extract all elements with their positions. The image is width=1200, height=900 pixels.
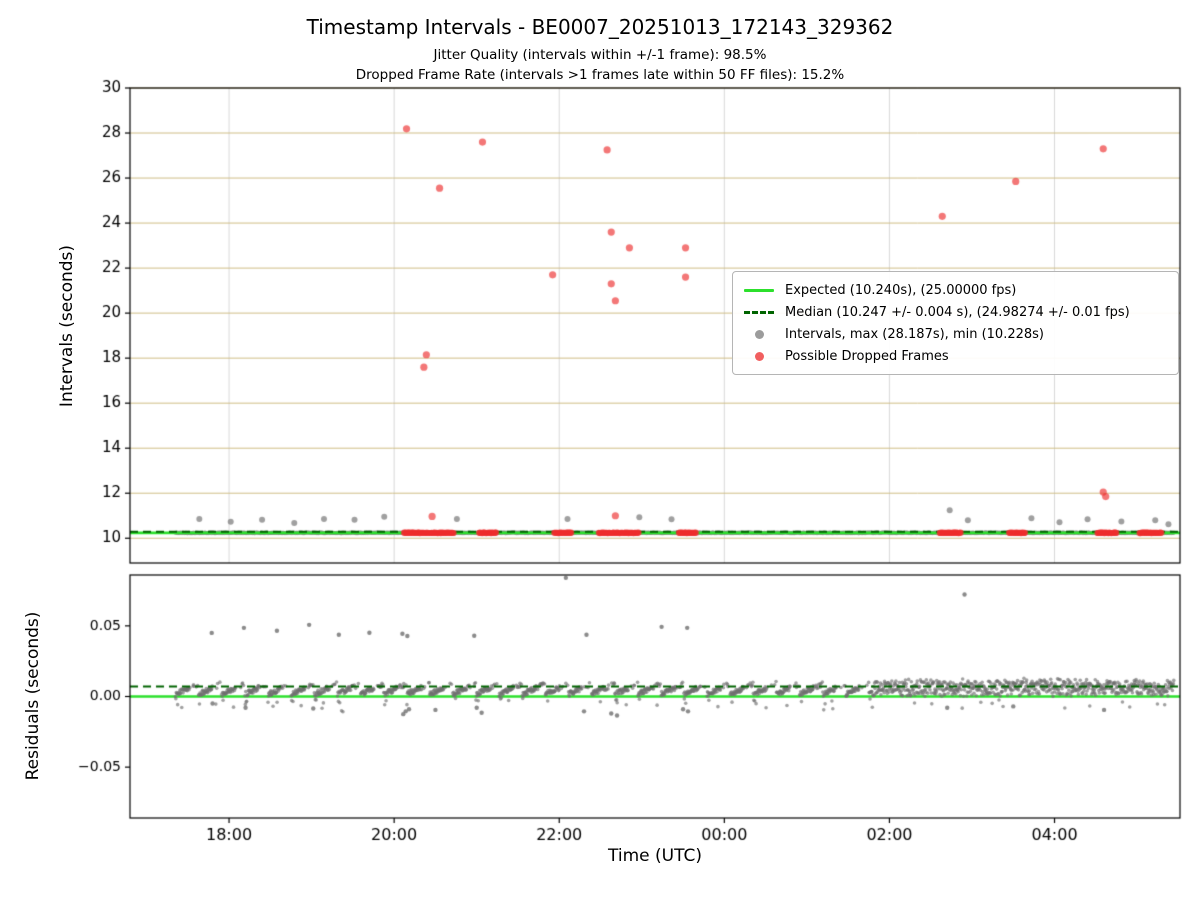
legend-item-dropped-frames: Possible Dropped Frames — [743, 345, 1168, 367]
y-axis-label-residuals: Residuals (seconds) — [23, 611, 43, 781]
legend: Expected (10.240s), (25.00000 fps) Media… — [732, 271, 1179, 375]
legend-item-median: Median (10.247 +/- 0.004 s), (24.98274 +… — [743, 301, 1168, 323]
interval-dot-sample — [743, 329, 775, 339]
median-dashed-line-sample — [743, 310, 775, 314]
chart-title: Timestamp Intervals - BE0007_20251013_17… — [306, 15, 894, 39]
legend-label-dropped-frames: Possible Dropped Frames — [785, 348, 949, 364]
y-axis-label-intervals: Intervals (seconds) — [57, 244, 77, 408]
dropped-frame-dot-sample — [743, 351, 775, 361]
legend-item-expected: Expected (10.240s), (25.00000 fps) — [743, 279, 1168, 301]
legend-label-expected: Expected (10.240s), (25.00000 fps) — [785, 282, 1017, 298]
legend-label-intervals: Intervals, max (28.187s), min (10.228s) — [785, 326, 1044, 342]
legend-label-median: Median (10.247 +/- 0.004 s), (24.98274 +… — [785, 304, 1130, 320]
legend-item-intervals: Intervals, max (28.187s), min (10.228s) — [743, 323, 1168, 345]
chart-subtitle-jitter: Jitter Quality (intervals within +/-1 fr… — [433, 47, 767, 63]
chart-subtitle-dropped-frames: Dropped Frame Rate (intervals >1 frames … — [355, 67, 845, 83]
expected-line-sample — [743, 288, 775, 292]
x-axis-label-time-utc: Time (UTC) — [608, 846, 702, 866]
